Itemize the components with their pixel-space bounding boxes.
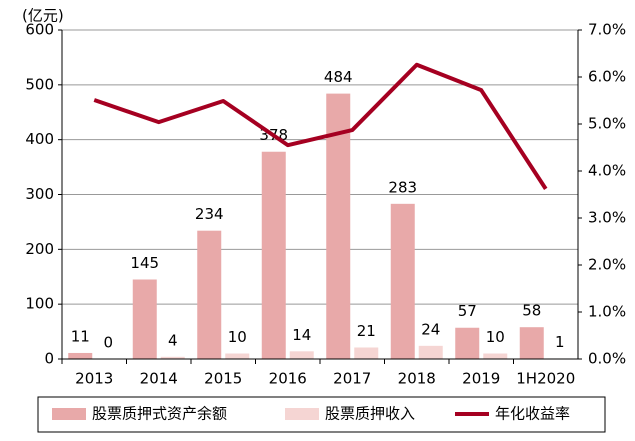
x-tick-label: 2019 <box>462 370 500 388</box>
legend-swatch <box>285 408 319 420</box>
line <box>93 62 548 190</box>
bar <box>455 327 480 359</box>
x-tick-label: 2014 <box>140 370 178 388</box>
bar <box>197 230 222 359</box>
value-label: 58 <box>522 302 541 320</box>
value-label: 1 <box>555 333 565 351</box>
y2-tick-label: 0.0% <box>588 350 626 368</box>
value-label: 484 <box>324 68 353 86</box>
legend-swatch <box>52 408 86 420</box>
y-tick-label: 600 <box>25 21 54 39</box>
legend-label: 年化收益率 <box>495 405 570 423</box>
value-label: 10 <box>228 328 247 346</box>
value-label: 0 <box>103 334 113 352</box>
x-tick-label: 2013 <box>75 370 113 388</box>
legend-box <box>37 396 606 433</box>
bar <box>68 352 93 359</box>
value-label: 14 <box>292 326 311 344</box>
y2-tick-label: 3.0% <box>588 209 626 227</box>
y-tick-label: 0 <box>44 350 54 368</box>
y2-tick-label: 1.0% <box>588 303 626 321</box>
bar <box>225 353 250 359</box>
value-label: 145 <box>130 254 159 272</box>
x-tick-label: 1H2020 <box>516 370 575 388</box>
legend-label: 股票质押式资产余额 <box>92 405 227 423</box>
value-label: 283 <box>388 178 417 196</box>
value-label: 57 <box>458 302 477 320</box>
bar <box>390 203 415 359</box>
value-label: 10 <box>486 328 505 346</box>
x-tick-label: 2015 <box>204 370 242 388</box>
y2-tick-label: 5.0% <box>588 115 626 133</box>
value-label: 234 <box>195 205 224 223</box>
x-tick-label: 2017 <box>333 370 371 388</box>
y2-tick-label: 7.0% <box>588 21 626 39</box>
y-tick-label: 400 <box>25 130 54 148</box>
value-label: 4 <box>168 331 178 349</box>
y-tick-label: 500 <box>25 75 54 93</box>
x-tick-label: 2018 <box>398 370 436 388</box>
value-label: 21 <box>357 322 376 340</box>
y-axis-label: (亿元) <box>22 7 64 25</box>
bar <box>261 151 286 359</box>
bar <box>483 353 508 359</box>
y2-tick-label: 4.0% <box>588 162 626 180</box>
y-tick-label: 100 <box>25 295 54 313</box>
bar <box>354 347 379 359</box>
value-label: 24 <box>421 320 440 338</box>
bar <box>132 279 157 359</box>
y2-tick-label: 2.0% <box>588 256 626 274</box>
value-label: 11 <box>71 327 90 345</box>
x-tick-label: 2016 <box>269 370 307 388</box>
legend-label: 股票质押收入 <box>325 405 415 423</box>
bar <box>326 93 351 360</box>
bar <box>160 356 185 359</box>
bar <box>289 351 314 359</box>
y-tick-label: 300 <box>25 185 54 203</box>
bar <box>418 345 443 359</box>
y-tick-label: 200 <box>25 240 54 258</box>
y2-tick-label: 6.0% <box>588 68 626 86</box>
bar <box>519 327 544 359</box>
